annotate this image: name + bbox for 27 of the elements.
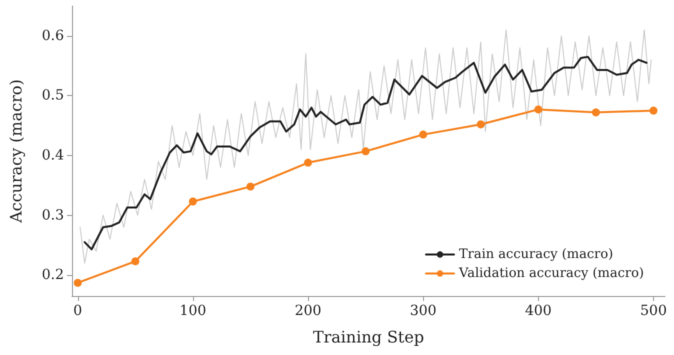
x-axis-title: Training Step: [312, 328, 424, 346]
point: [649, 106, 658, 115]
legend-label: Train accuracy (macro): [459, 247, 614, 262]
x-tick-label: 300: [410, 303, 437, 319]
y-axis-title: Accuracy (macro): [6, 79, 26, 224]
y-tick-label: 0.5: [42, 88, 64, 104]
y-tick-label: 0.2: [42, 267, 64, 284]
y-tick-label: 0.3: [42, 207, 64, 224]
point: [131, 257, 140, 266]
point: [304, 158, 312, 167]
point: [74, 278, 82, 287]
x-tick-label: 100: [180, 303, 206, 319]
x-tick-label: 0: [73, 303, 82, 319]
point: [362, 147, 370, 156]
point: [419, 130, 428, 139]
line-series: [80, 29, 652, 264]
legend-label: Validation accuracy (macro): [458, 266, 644, 281]
point: [534, 105, 542, 114]
x-tick-label: 200: [294, 303, 322, 319]
x-tick-label: 400: [524, 303, 552, 319]
point: [188, 198, 197, 206]
y-tick-label: 0.4: [42, 147, 64, 164]
point: [476, 120, 485, 128]
y-tick-label: 0.6: [42, 28, 64, 44]
point: [592, 108, 600, 116]
x-tick-label: 500: [640, 303, 667, 319]
point: [246, 182, 254, 191]
